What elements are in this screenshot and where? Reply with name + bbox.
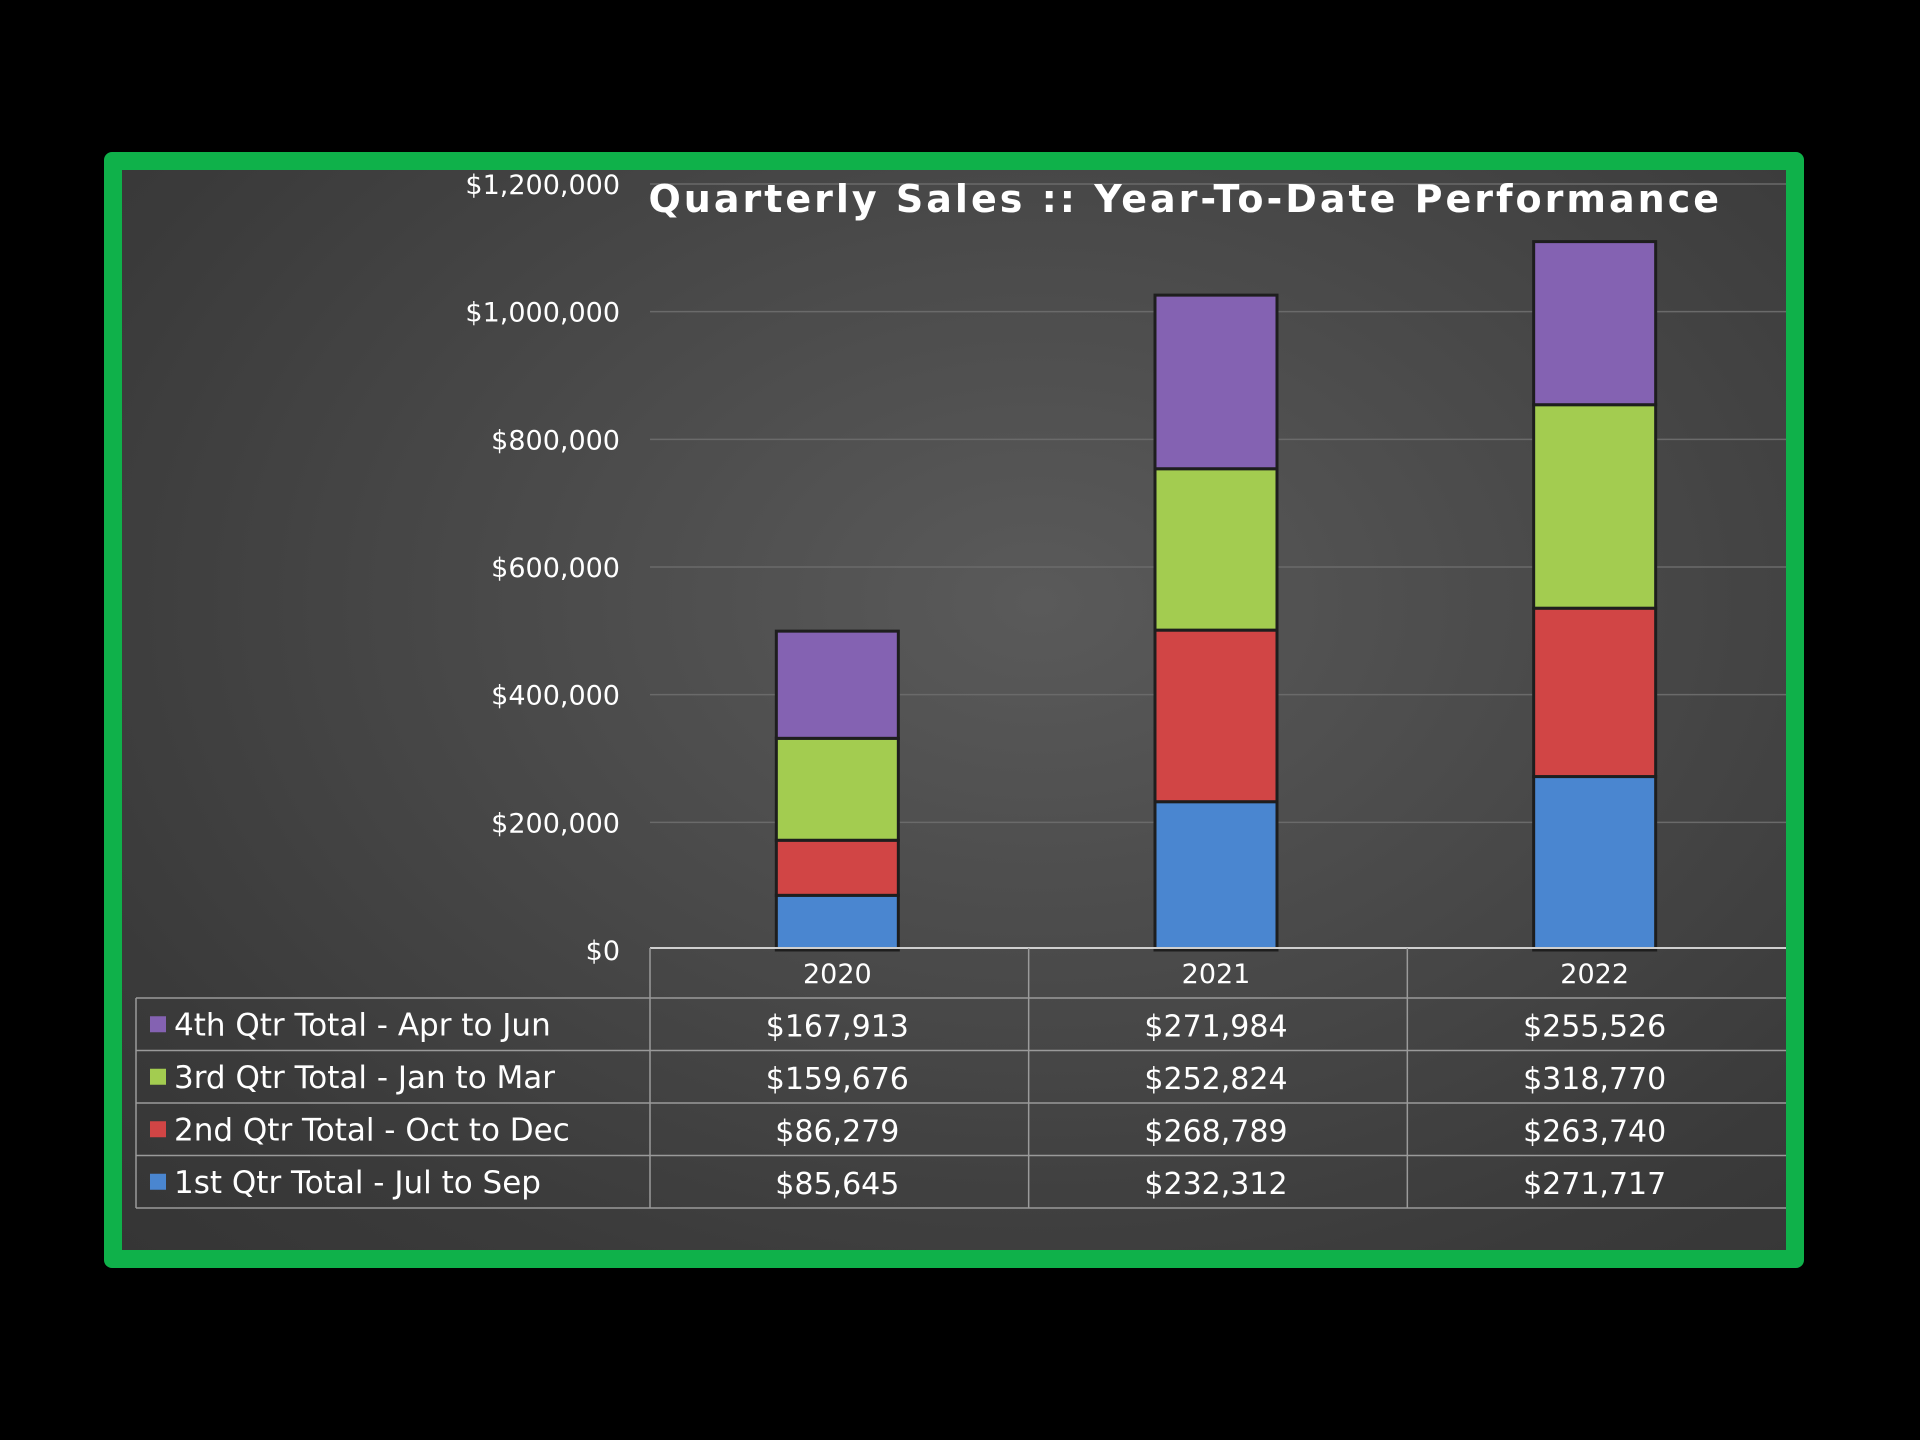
data-label: $255,526 — [1523, 1009, 1666, 1044]
bar-segment — [1153, 800, 1279, 952]
bar-segment — [774, 629, 900, 740]
data-label: $86,279 — [775, 1114, 899, 1149]
x-tick-label: 2022 — [1560, 959, 1629, 990]
chart-svg: $0 $200,000 $400,000 $600,000 $800,000 $1,000… — [135, 170, 1786, 1209]
bar-segment — [1532, 240, 1658, 407]
x-tick-label: 2021 — [1182, 959, 1251, 990]
legend-swatch — [150, 1068, 166, 1085]
bar-segment — [1153, 293, 1279, 471]
y-tick-label: $1,000,000 — [465, 298, 620, 329]
chart-area: $0 $200,000 $400,000 $600,000 $800,000 $1,000… — [122, 170, 1786, 1250]
y-tick-label: $400,000 — [491, 681, 620, 712]
bar-segment — [774, 736, 900, 842]
legend-swatch — [150, 1016, 166, 1033]
y-tick-label: $0 — [586, 936, 620, 967]
legend-label: 3rd Qtr Total - Jan to Mar — [174, 1060, 555, 1096]
bar-segment — [1532, 403, 1658, 610]
legend-label: 1st Qtr Total - Jul to Sep — [174, 1165, 541, 1201]
y-tick-label: $600,000 — [491, 553, 620, 584]
legend-label: 4th Qtr Total - Apr to Jun — [174, 1007, 551, 1043]
bar-segment — [774, 893, 900, 952]
y-tick-label: $200,000 — [491, 808, 620, 839]
legend-label: 2nd Qtr Total - Oct to Dec — [174, 1112, 570, 1148]
legend-swatch — [150, 1121, 166, 1138]
data-label: $268,789 — [1144, 1114, 1287, 1149]
data-label: $252,824 — [1144, 1062, 1287, 1097]
bar-segment — [774, 838, 900, 897]
data-label: $318,770 — [1523, 1062, 1666, 1097]
x-tick-label: 2020 — [803, 959, 872, 990]
data-label: $271,984 — [1144, 1009, 1287, 1044]
data-label: $159,676 — [766, 1062, 909, 1097]
bar-segment — [1532, 775, 1658, 952]
data-label: $167,913 — [766, 1009, 909, 1044]
bar-segment — [1153, 628, 1279, 804]
data-label: $85,645 — [775, 1167, 899, 1202]
y-tick-label: $1,200,000 — [465, 170, 620, 201]
data-label: $271,717 — [1523, 1167, 1666, 1202]
y-tick-label: $800,000 — [491, 425, 620, 456]
bar-segment — [1532, 606, 1658, 779]
data-label: $263,740 — [1523, 1114, 1666, 1149]
data-label: $232,312 — [1144, 1167, 1287, 1202]
chart-title: Quarterly Sales :: Year-To-Date Performa… — [648, 177, 1722, 221]
legend-swatch — [150, 1173, 166, 1190]
bar-segment — [1153, 467, 1279, 632]
